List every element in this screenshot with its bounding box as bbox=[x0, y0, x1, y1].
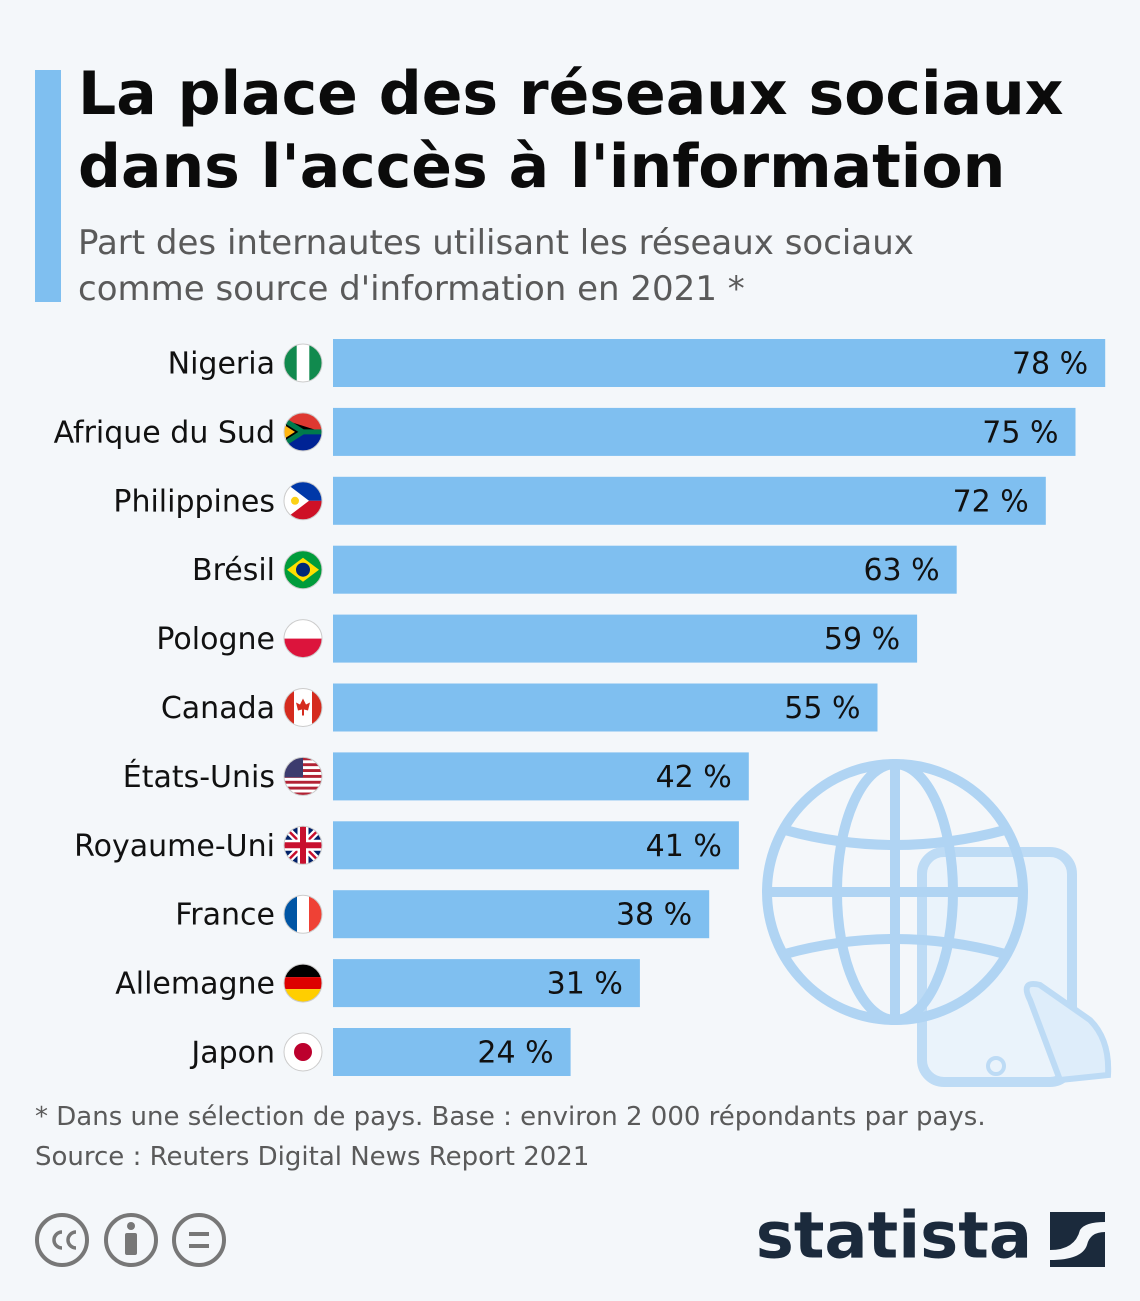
value-label: 75 % bbox=[982, 415, 1058, 450]
flag-body bbox=[284, 412, 322, 451]
flag-border bbox=[283, 756, 323, 796]
bar bbox=[333, 476, 1046, 525]
flag-part bbox=[284, 638, 322, 658]
chart-title: La place des réseaux sociaux dans l'accè… bbox=[78, 59, 1064, 202]
flag-border bbox=[283, 619, 323, 659]
value-label: 72 % bbox=[953, 484, 1029, 519]
flag-part bbox=[294, 1043, 312, 1061]
flag bbox=[283, 550, 323, 590]
flag-part bbox=[284, 786, 322, 790]
bar bbox=[333, 339, 1106, 387]
flag-border bbox=[283, 481, 323, 521]
flag-part bbox=[291, 496, 299, 505]
category-label: France bbox=[175, 898, 275, 933]
brand-mark bbox=[1050, 1212, 1105, 1267]
category-label: Japon bbox=[189, 1036, 275, 1071]
flag-body bbox=[284, 688, 322, 727]
flag-border bbox=[283, 1032, 323, 1072]
flag-body bbox=[284, 344, 322, 382]
flag-part bbox=[284, 977, 322, 990]
brand-logo: statista bbox=[756, 1200, 1032, 1274]
flag-body bbox=[284, 826, 322, 865]
flag bbox=[283, 688, 323, 727]
value-label: 63 % bbox=[863, 553, 939, 588]
flag-part bbox=[309, 895, 322, 934]
flag-part bbox=[284, 964, 322, 978]
bar bbox=[333, 683, 878, 732]
flag-body bbox=[284, 619, 322, 658]
flag-body bbox=[284, 757, 322, 796]
flag-part bbox=[284, 619, 322, 639]
category-label: Allemagne bbox=[115, 967, 275, 1002]
bar bbox=[333, 890, 710, 939]
flag-border bbox=[283, 963, 323, 1003]
category-label: Philippines bbox=[113, 484, 275, 519]
bar bbox=[333, 1028, 571, 1076]
flag-part bbox=[284, 895, 297, 934]
value-label: 24 % bbox=[477, 1036, 553, 1071]
flag-part bbox=[284, 688, 294, 727]
flag bbox=[283, 1032, 323, 1072]
flag-body bbox=[284, 1033, 322, 1071]
bar bbox=[333, 959, 640, 1008]
flag-part bbox=[284, 780, 322, 784]
category-label: Pologne bbox=[156, 622, 275, 657]
category-label: Canada bbox=[161, 691, 275, 726]
flag bbox=[283, 894, 323, 934]
category-label: Brésil bbox=[192, 553, 275, 588]
flag-border bbox=[283, 688, 323, 727]
flag bbox=[283, 412, 323, 452]
flag bbox=[283, 825, 323, 865]
flag bbox=[283, 619, 323, 659]
chart-subtitle: Part des internautes utilisant les résea… bbox=[78, 223, 914, 309]
flag-part bbox=[284, 826, 322, 865]
flag-part bbox=[312, 688, 322, 727]
value-label: 59 % bbox=[824, 622, 900, 657]
category-label: États-Unis bbox=[123, 759, 275, 795]
flag-border bbox=[283, 412, 323, 452]
flag-part bbox=[296, 344, 310, 382]
flag-border bbox=[283, 343, 323, 383]
bar bbox=[333, 407, 1076, 456]
flag-border bbox=[283, 825, 323, 865]
flag-border bbox=[283, 550, 323, 590]
value-label: 78 % bbox=[1012, 347, 1088, 382]
title-accent bbox=[35, 70, 61, 302]
category-label: Nigeria bbox=[168, 347, 275, 382]
source: Source : Reuters Digital News Report 202… bbox=[35, 1142, 590, 1172]
value-label: 38 % bbox=[616, 898, 692, 933]
flag-body bbox=[284, 895, 322, 934]
flag-body bbox=[284, 481, 322, 520]
category-label: Afrique du Sud bbox=[54, 415, 275, 450]
bar bbox=[333, 545, 957, 594]
category-label: Royaume-Uni bbox=[74, 829, 275, 864]
flag-part bbox=[284, 424, 295, 439]
flag-body bbox=[284, 550, 322, 589]
flag-part bbox=[284, 792, 322, 796]
flag-part bbox=[296, 698, 310, 716]
footnote: * Dans une sélection de pays. Base : env… bbox=[35, 1102, 986, 1132]
flag bbox=[283, 481, 323, 521]
flag bbox=[283, 963, 323, 1003]
flag-part bbox=[297, 895, 309, 934]
flag bbox=[283, 756, 323, 796]
bar bbox=[333, 821, 739, 870]
flag bbox=[283, 343, 323, 383]
value-label: 55 % bbox=[784, 691, 860, 726]
flag-border bbox=[283, 894, 323, 934]
value-label: 42 % bbox=[656, 760, 732, 795]
license-icons bbox=[35, 1213, 226, 1267]
globe-illustration bbox=[762, 759, 1112, 1087]
flag-part bbox=[284, 417, 322, 447]
flag-part bbox=[284, 989, 322, 1003]
flag-part bbox=[296, 562, 310, 577]
value-label: 31 % bbox=[547, 967, 623, 1002]
flag-body bbox=[284, 964, 322, 1003]
value-label: 41 % bbox=[646, 829, 722, 864]
bar bbox=[333, 614, 918, 663]
bar bbox=[333, 752, 749, 801]
